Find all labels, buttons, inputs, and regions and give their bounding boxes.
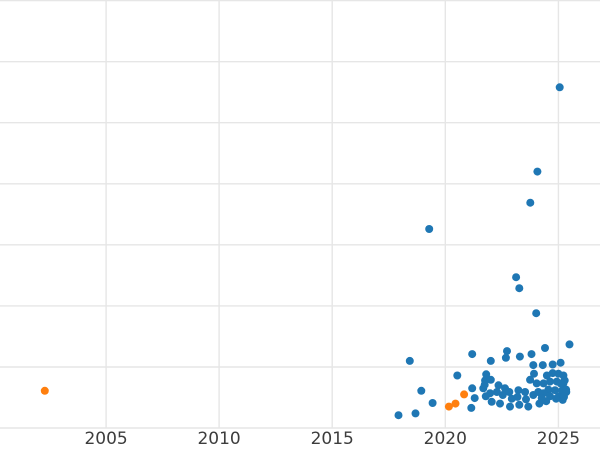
- data-point-blue: [515, 284, 524, 293]
- x-tick-label: 2020: [424, 429, 467, 449]
- x-tick-label: 2025: [537, 429, 580, 449]
- data-point-blue: [498, 391, 507, 399]
- data-point-orange: [451, 399, 460, 408]
- data-point-blue: [481, 392, 490, 401]
- data-point-blue: [494, 381, 503, 390]
- data-point-blue: [555, 83, 564, 92]
- data-point-blue: [556, 358, 565, 367]
- data-point-blue: [496, 399, 504, 408]
- data-point-blue: [539, 379, 548, 388]
- data-point-blue: [486, 356, 495, 365]
- data-point-blue: [522, 395, 530, 404]
- data-point-blue: [514, 386, 523, 395]
- data-point-blue: [468, 384, 477, 393]
- data-point-blue: [394, 411, 403, 420]
- data-point-blue: [428, 399, 437, 407]
- data-point-blue: [521, 388, 530, 396]
- data-point-blue: [542, 371, 551, 380]
- data-point-blue: [467, 403, 476, 412]
- data-point-orange: [40, 386, 49, 395]
- data-point-blue: [565, 340, 574, 349]
- data-point-blue: [468, 350, 477, 359]
- x-tick-label: 2015: [311, 429, 354, 449]
- data-point-blue: [537, 394, 546, 403]
- data-point-blue: [546, 377, 554, 386]
- data-point-blue: [487, 397, 496, 406]
- data-point-blue: [538, 361, 547, 370]
- data-point-blue: [548, 360, 557, 369]
- data-point-blue: [552, 394, 561, 403]
- data-point-blue: [532, 309, 541, 318]
- data-point-blue: [524, 402, 533, 411]
- data-point-blue: [480, 380, 489, 389]
- data-point-blue: [501, 353, 510, 362]
- data-point-blue: [486, 375, 495, 384]
- data-point-blue: [506, 402, 514, 411]
- x-tick-label: 2005: [84, 429, 127, 449]
- data-point-blue: [532, 379, 541, 388]
- data-point-blue: [470, 394, 479, 403]
- data-point-blue: [513, 392, 522, 401]
- data-point-orange: [460, 390, 469, 399]
- data-point-blue: [503, 347, 511, 356]
- data-point-blue: [453, 371, 462, 380]
- data-point-blue: [515, 352, 524, 361]
- x-tick-label: 2010: [197, 429, 240, 449]
- data-point-blue: [541, 344, 549, 352]
- data-point-blue: [417, 386, 426, 395]
- data-point-blue: [533, 167, 542, 176]
- data-point-blue: [527, 350, 536, 359]
- data-point-blue: [526, 375, 535, 384]
- data-point-blue: [512, 273, 521, 282]
- data-point-blue: [492, 388, 501, 396]
- data-point-blue: [405, 356, 414, 365]
- data-point-blue: [425, 225, 434, 233]
- data-point-blue: [556, 379, 565, 388]
- data-point-blue: [560, 392, 568, 401]
- data-point-blue: [482, 370, 491, 379]
- data-point-blue: [505, 388, 514, 396]
- data-point-blue: [515, 400, 524, 409]
- data-point-blue: [530, 369, 538, 378]
- data-point-orange: [444, 402, 453, 411]
- data-point-blue: [529, 361, 538, 370]
- data-point-blue: [411, 409, 420, 418]
- data-point-blue: [526, 198, 535, 207]
- data-point-blue: [551, 386, 559, 395]
